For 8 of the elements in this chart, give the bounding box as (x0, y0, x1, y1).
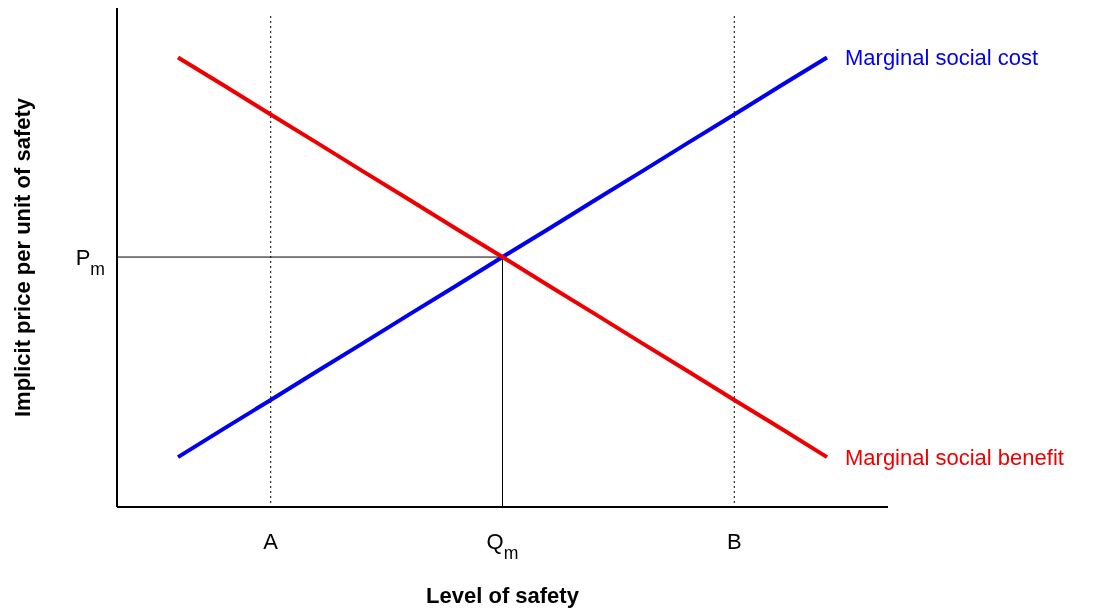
y-axis-title: Implicit price per unit of safety (10, 97, 35, 418)
x-tick-label: B (726, 529, 742, 554)
series-label: Marginal social cost (845, 45, 1039, 71)
x-tick-label: A (263, 529, 279, 554)
x-axis-title: Level of safety (426, 583, 580, 608)
series-label: Marginal social benefit (845, 444, 1064, 470)
ref-line-label: P$_{m}$ (75, 244, 105, 279)
x-tick-label: Q$_{m}$ (486, 529, 519, 563)
